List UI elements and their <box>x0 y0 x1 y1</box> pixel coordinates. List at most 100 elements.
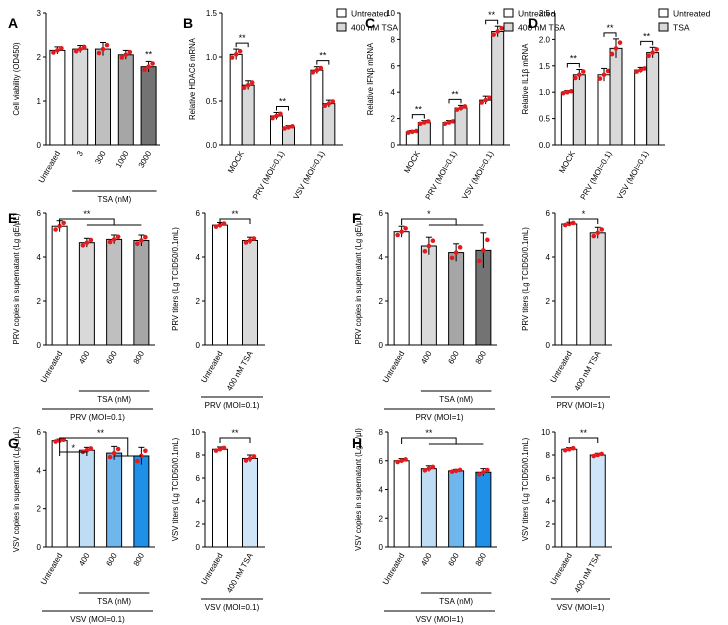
data-point-f2 <box>599 227 605 232</box>
data-point-d <box>605 68 611 74</box>
y-tick-label-b: 0.0 <box>206 141 218 150</box>
x-tick-label-d: PRV (MOI=0.1) <box>579 149 614 201</box>
legend-swatch-d <box>658 8 669 18</box>
data-point-b <box>318 65 324 71</box>
x-tick-label-e2: 400 nM TSA <box>225 349 255 392</box>
data-point-c <box>458 105 464 111</box>
data-point-b <box>233 52 239 57</box>
data-point-d <box>617 40 623 45</box>
sig-bracket-e2 <box>219 218 251 224</box>
bar-e <box>133 240 150 346</box>
y-tick-label-h2: 10 <box>541 428 550 437</box>
y-axis-label-h2: VSV titers (Lg TCID50/0.1mL) <box>521 437 530 541</box>
y-axis-label-b: Relative HDAC6 mRNA <box>188 37 197 120</box>
bar-h <box>420 468 437 548</box>
data-point-c <box>414 128 419 134</box>
x-tick-label-c: VSV (MOI=0.1) <box>460 149 495 201</box>
data-point-g <box>88 446 94 451</box>
x-tick-label-h: Untreated <box>381 552 406 587</box>
y-tick-label-c: 8 <box>391 35 396 44</box>
x-tick-label-f: 600 <box>446 349 461 366</box>
x-tick-label-e2: Untreated <box>199 350 224 385</box>
sig-label-f: * <box>427 209 431 219</box>
y-tick-label-h2: 6 <box>546 474 551 483</box>
data-point-b <box>290 124 295 129</box>
data-point-c <box>450 119 456 124</box>
bar-d <box>646 52 660 146</box>
data-point-h <box>422 468 428 473</box>
y-axis-label-g: VSV copies in supernatant (Lg L/μL) <box>12 426 21 552</box>
data-point-c <box>446 120 452 125</box>
data-point-a <box>55 48 60 53</box>
data-point-d <box>654 47 659 52</box>
y-tick-label-b: 1.5 <box>206 9 218 18</box>
data-point-d <box>573 75 578 81</box>
sig-label-b: ** <box>239 33 247 43</box>
x-tick-label-e: 600 <box>104 349 119 366</box>
data-point-c <box>442 121 448 127</box>
legend-swatch-c <box>503 8 514 18</box>
data-point-a <box>77 46 83 52</box>
data-point-b <box>314 67 320 73</box>
y-tick-label-h: 0 <box>379 543 384 552</box>
data-point-a <box>127 49 133 55</box>
y-tick-label-g2: 8 <box>196 451 201 460</box>
y-tick-label-g2: 0 <box>196 543 201 552</box>
bar-g2 <box>242 457 258 548</box>
data-point-d <box>597 76 603 81</box>
data-point-e <box>111 237 117 242</box>
data-point-c <box>491 32 496 37</box>
bar-d <box>634 69 648 146</box>
data-point-g2 <box>213 448 219 453</box>
bottom-label-g: VSV (MOI=0.1) <box>70 615 125 624</box>
y-tick-label-e2: 2 <box>196 297 201 306</box>
data-point-g2 <box>251 454 257 459</box>
panel-letter-e: E <box>8 210 17 226</box>
y-tick-label-d: 2.5 <box>539 9 551 18</box>
data-point-c <box>418 121 423 127</box>
x-tick-label-f: Untreated <box>381 350 406 385</box>
data-point-b <box>282 126 287 131</box>
data-point-f2 <box>570 220 576 226</box>
x-tick-label-g2: Untreated <box>199 552 224 587</box>
y-tick-label-f2: 0 <box>546 341 551 350</box>
data-point-h2 <box>566 446 572 452</box>
bar-f2 <box>589 232 606 346</box>
legend-swatch-d <box>658 22 669 32</box>
data-point-g2 <box>221 445 227 451</box>
x-tick-label-f: 800 <box>474 349 489 366</box>
data-point-e2 <box>217 222 223 228</box>
legend-label-b: Untreated <box>351 9 389 19</box>
sig-bracket-h2 <box>568 437 599 443</box>
sig-label-b: ** <box>279 96 287 106</box>
data-point-h <box>449 469 455 474</box>
data-point-g2 <box>217 446 223 452</box>
y-tick-label-c: 0 <box>391 141 396 150</box>
data-point-c <box>479 100 484 105</box>
y-axis-label-f2: PRV titers (Lg TCID50/0.1mL) <box>521 227 530 331</box>
sig-label-d: ** <box>643 31 651 41</box>
data-point-a <box>73 48 79 54</box>
bar-h2 <box>561 448 578 548</box>
data-point-c <box>495 29 500 34</box>
data-point-f <box>399 229 404 234</box>
bar-f <box>393 231 410 346</box>
x-tick-label-h2: Untreated <box>549 552 574 587</box>
data-point-e <box>80 243 86 248</box>
data-point-c <box>406 130 411 135</box>
bar-f <box>420 245 437 346</box>
bottom-label-f: PRV (MOI=1) <box>415 413 463 422</box>
x-tick-label-g: 600 <box>104 551 119 568</box>
y-tick-label-g: 2 <box>37 505 42 514</box>
y-tick-label-h: 4 <box>379 486 384 495</box>
data-point-b <box>237 48 243 54</box>
data-point-g <box>61 437 66 443</box>
bar-f <box>448 252 465 346</box>
sig-bracket-d <box>640 40 654 46</box>
x-tick-label-b: MOCK <box>226 149 246 175</box>
data-point-e <box>143 234 148 240</box>
panel-letter-h: H <box>352 435 362 451</box>
legend-label-d: Untreated <box>673 9 711 19</box>
data-point-e2 <box>243 240 249 245</box>
panel-letter-c: C <box>365 15 375 31</box>
